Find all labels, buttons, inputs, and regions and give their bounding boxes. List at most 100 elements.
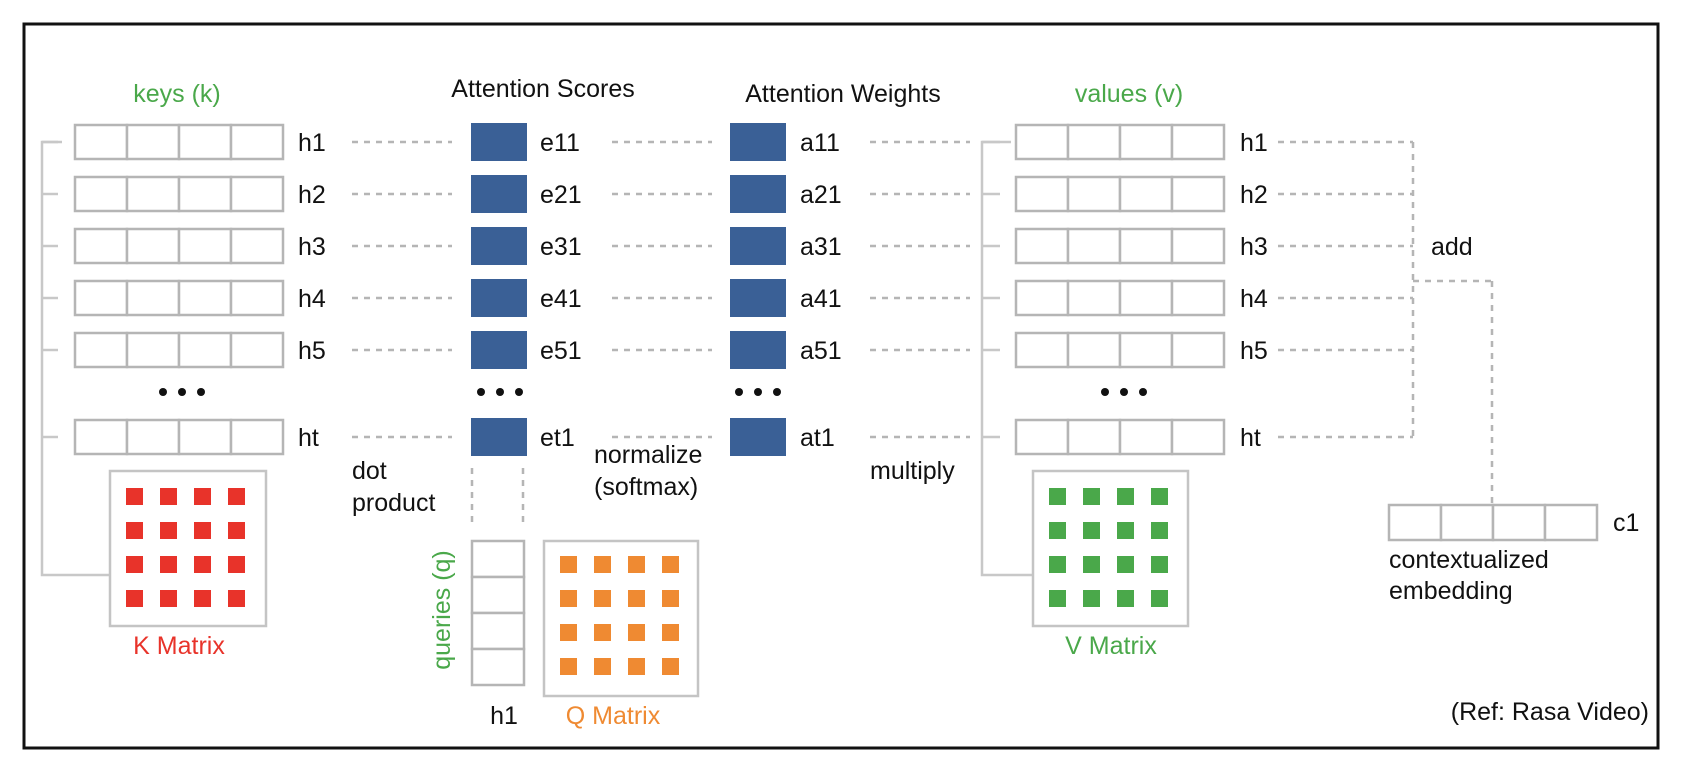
- score-block: [471, 175, 527, 213]
- k-matrix-square: [228, 488, 245, 505]
- vector-cell: [229, 418, 285, 456]
- queries-title: queries (q): [428, 550, 456, 670]
- output-cell: [1543, 503, 1599, 542]
- vector-cell: [229, 175, 285, 213]
- q-matrix-square: [560, 624, 577, 641]
- k-matrix-square: [126, 590, 143, 607]
- vector-cell: [1066, 331, 1122, 369]
- reference-note: (Ref: Rasa Video): [1451, 698, 1649, 726]
- vector-cell: [1170, 418, 1226, 456]
- v-matrix-square: [1151, 488, 1168, 505]
- k-matrix-square: [160, 590, 177, 607]
- key-vector: [73, 227, 285, 265]
- keys-row-labels: h1 h2 h3 h4 h5 ht: [298, 129, 326, 452]
- query-vector: [470, 539, 526, 687]
- k-matrix-square: [126, 556, 143, 573]
- vector-cell: [1170, 331, 1226, 369]
- score-block: [471, 418, 527, 456]
- q-matrix-square: [560, 556, 577, 573]
- k-matrix-square: [194, 488, 211, 505]
- key-row-label: h1: [298, 129, 326, 157]
- k-matrix-square: [228, 556, 245, 573]
- score-label: e21: [540, 181, 582, 209]
- v-matrix-label: V Matrix: [1065, 632, 1157, 660]
- vector-cell: [1118, 175, 1174, 213]
- vector-cell: [1014, 418, 1070, 456]
- vector-cell: [125, 331, 181, 369]
- q-matrix-square: [628, 658, 645, 675]
- score-labels: e11 e21 e31 e41 e51 et1: [540, 129, 582, 452]
- vector-cell: [1118, 227, 1174, 265]
- add-label: add: [1431, 233, 1473, 261]
- score-label: e51: [540, 337, 582, 365]
- weight-block: [730, 123, 786, 161]
- q-matrix-square: [662, 556, 679, 573]
- vector-cell: [1170, 123, 1226, 161]
- key-vector: [73, 331, 285, 369]
- key-row-label: ht: [298, 424, 319, 452]
- weight-blocks: [730, 123, 786, 456]
- key-vector: [73, 123, 285, 161]
- value-vector: [1014, 418, 1226, 456]
- key-row-label: h2: [298, 181, 326, 209]
- vector-cell: [177, 279, 233, 317]
- k-matrix-squares: [126, 488, 245, 607]
- vector-cell: [1118, 279, 1174, 317]
- vector-cell: [177, 175, 233, 213]
- dashes-weights-to-values: [870, 140, 970, 439]
- v-matrix-square: [1117, 556, 1134, 573]
- contextualized-embedding-vector: [1387, 503, 1599, 542]
- values-row-labels: h1 h2 h3 h4 h5 ht: [1240, 129, 1268, 452]
- q-matrix-square: [628, 624, 645, 641]
- q-matrix-square: [594, 556, 611, 573]
- query-column-label: h1: [490, 702, 518, 730]
- weight-block: [730, 175, 786, 213]
- value-row-label: h1: [1240, 129, 1268, 157]
- output-cell: [1491, 503, 1547, 542]
- score-label: et1: [540, 424, 575, 452]
- score-blocks: [471, 123, 527, 456]
- score-block: [471, 227, 527, 265]
- v-matrix-square: [1083, 522, 1100, 539]
- v-matrix-square: [1083, 556, 1100, 573]
- q-matrix-square: [628, 590, 645, 607]
- k-matrix-square: [126, 488, 143, 505]
- value-vector: [1014, 279, 1226, 317]
- key-vector: [73, 175, 285, 213]
- vector-cell: [73, 175, 129, 213]
- k-matrix-square: [228, 522, 245, 539]
- q-matrix-label: Q Matrix: [566, 702, 661, 730]
- key-row-label: h5: [298, 337, 326, 365]
- vector-cell: [1118, 123, 1174, 161]
- q-matrix-squares: [560, 556, 679, 675]
- dashes-keys-to-scores: [352, 140, 452, 439]
- c1-label: c1: [1613, 509, 1639, 537]
- keys-rows: [73, 123, 285, 456]
- q-matrix-square: [662, 590, 679, 607]
- v-matrix-square: [1117, 488, 1134, 505]
- vector-cell: [1014, 123, 1070, 161]
- vector-cell: [125, 279, 181, 317]
- v-matrix-square: [1083, 590, 1100, 607]
- q-matrix-square: [560, 658, 577, 675]
- v-matrix-squares: [1049, 488, 1168, 607]
- k-matrix-square: [194, 590, 211, 607]
- weight-block: [730, 279, 786, 317]
- vector-cell: [1170, 279, 1226, 317]
- weights-title: Attention Weights: [745, 80, 940, 108]
- keys-title: keys (k): [133, 80, 221, 108]
- vector-cell: [125, 123, 181, 161]
- vector-cell: [1066, 279, 1122, 317]
- vector-cell: [177, 418, 233, 456]
- v-matrix-square: [1049, 488, 1066, 505]
- scores-title: Attention Scores: [451, 75, 634, 103]
- score-block: [471, 123, 527, 161]
- normalize-line-2: (softmax): [594, 473, 698, 501]
- score-block: [471, 279, 527, 317]
- v-matrix-square: [1049, 556, 1066, 573]
- v-matrix-square: [1083, 488, 1100, 505]
- query-cell: [470, 611, 526, 651]
- vector-cell: [73, 279, 129, 317]
- query-cell: [470, 575, 526, 615]
